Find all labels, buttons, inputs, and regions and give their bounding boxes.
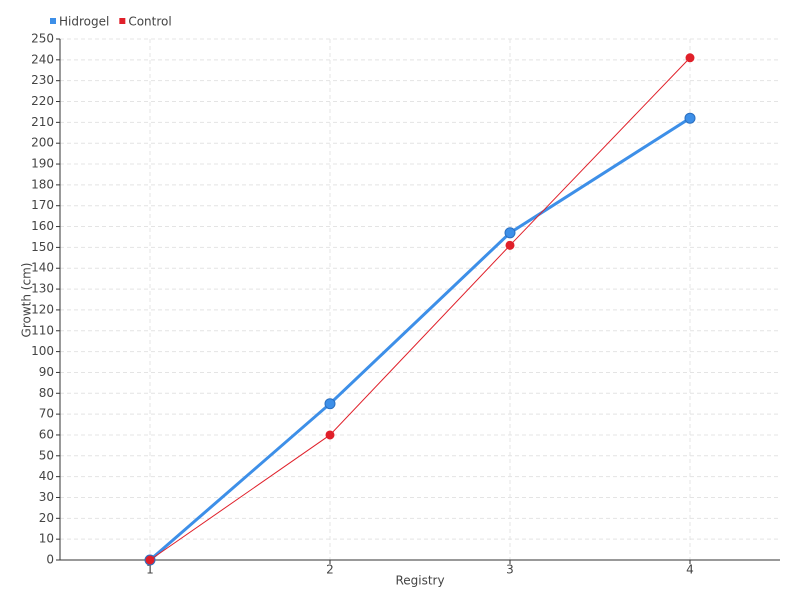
y-tick-label: 30 <box>39 490 54 504</box>
y-tick-label: 180 <box>31 177 54 191</box>
y-tick-label: 110 <box>31 323 54 337</box>
y-tick-label: 20 <box>39 511 54 525</box>
data-point <box>325 430 335 440</box>
y-tick-label: 130 <box>31 282 54 296</box>
data-point <box>684 112 696 124</box>
y-tick-label: 120 <box>31 302 54 316</box>
y-tick-label: 140 <box>31 261 54 275</box>
y-tick-label: 220 <box>31 94 54 108</box>
legend-label: Control <box>128 15 171 29</box>
series-line <box>149 57 691 561</box>
y-tick-label: 230 <box>31 73 54 87</box>
y-tick-label: 40 <box>39 469 54 483</box>
data-point <box>504 227 516 239</box>
y-tick-label: 210 <box>31 115 54 129</box>
x-tick-label: 3 <box>506 563 514 577</box>
y-tick-label: 90 <box>39 365 54 379</box>
y-tick-label: 100 <box>31 344 54 358</box>
y-tick-label: 60 <box>39 427 54 441</box>
y-tick-label: 250 <box>31 32 54 46</box>
y-tick-label: 50 <box>39 448 54 462</box>
y-tick-label: 190 <box>31 157 54 171</box>
y-tick-label: 10 <box>39 532 54 546</box>
y-tick-label: 80 <box>39 386 54 400</box>
data-point <box>145 555 155 565</box>
y-tick-label: 70 <box>39 407 54 421</box>
x-axis-title: Registry <box>395 574 444 588</box>
y-tick-label: 0 <box>46 553 54 567</box>
data-point <box>505 240 515 250</box>
y-axis-title: Growth (cm) <box>20 263 34 338</box>
x-tick-label: 2 <box>326 563 334 577</box>
x-tick-label: 4 <box>686 563 694 577</box>
y-tick-label: 240 <box>31 52 54 66</box>
legend-swatch <box>50 18 56 24</box>
legend-label: Hidrogel <box>59 15 109 29</box>
y-tick-label: 200 <box>31 136 54 150</box>
data-point <box>324 398 336 410</box>
x-tick-label: 1 <box>146 563 154 577</box>
y-tick-label: 160 <box>31 219 54 233</box>
legend-swatch <box>119 18 126 24</box>
series-line <box>149 116 691 562</box>
data-point <box>685 53 695 63</box>
y-tick-label: 150 <box>31 240 54 254</box>
y-tick-label: 170 <box>31 198 54 212</box>
